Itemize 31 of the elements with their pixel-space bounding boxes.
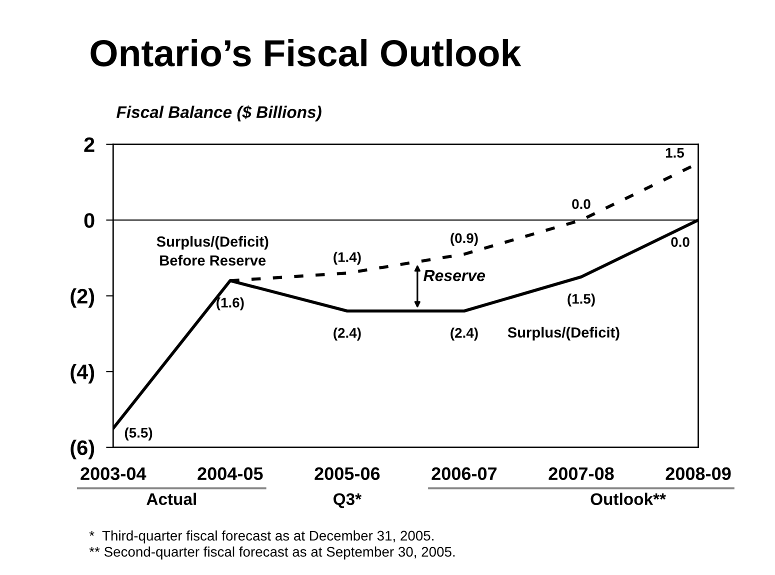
- data-label: (5.5): [124, 427, 152, 440]
- y-axis-title: Fiscal Balance ($ Billions): [116, 106, 322, 122]
- series-label: Surplus/(Deficit) Before Reserve: [156, 236, 268, 266]
- x-tick-label: 2004-05: [198, 467, 263, 480]
- y-tick-label: (2): [70, 288, 94, 308]
- y-tick-label: (6): [70, 440, 94, 460]
- data-label: (0.9): [450, 232, 478, 246]
- text: Q3*: [334, 493, 362, 508]
- text: ** Second-quarter fiscal forecast as at September 30, 2005.: [89, 546, 455, 560]
- x-tick-label: 2005-06: [314, 467, 380, 480]
- text: Outlook**: [590, 492, 666, 506]
- data-label: (1.4): [334, 252, 361, 265]
- data-label: 0.0: [671, 237, 690, 247]
- series-label: Surplus/(Deficit): [508, 326, 620, 341]
- data-label: 0.0: [572, 199, 590, 210]
- y-tick-label: 2: [84, 137, 94, 152]
- annotation: Reserve: [424, 270, 485, 282]
- chart-title: Ontario’s Fiscal Outlook: [90, 38, 522, 66]
- y-tick-label: 0: [84, 213, 94, 228]
- x-tick-label: 2003-04: [80, 467, 146, 480]
- data-label: (2.4): [450, 328, 478, 341]
- y-tick-label: (4): [70, 364, 94, 384]
- x-tick-label: 2008-09: [666, 467, 731, 480]
- data-label: (1.5): [568, 294, 595, 307]
- data-label: (1.6): [216, 297, 244, 310]
- data-label: 1.5: [666, 148, 684, 158]
- data-label: (2.4): [334, 328, 361, 341]
- text: Actual: [146, 492, 196, 506]
- x-tick-label: 2007-08: [548, 467, 614, 480]
- x-tick-label: 2006-07: [432, 467, 497, 480]
- text: * Third-quarter fiscal forecast as at December 31, 2005.: [89, 530, 434, 544]
